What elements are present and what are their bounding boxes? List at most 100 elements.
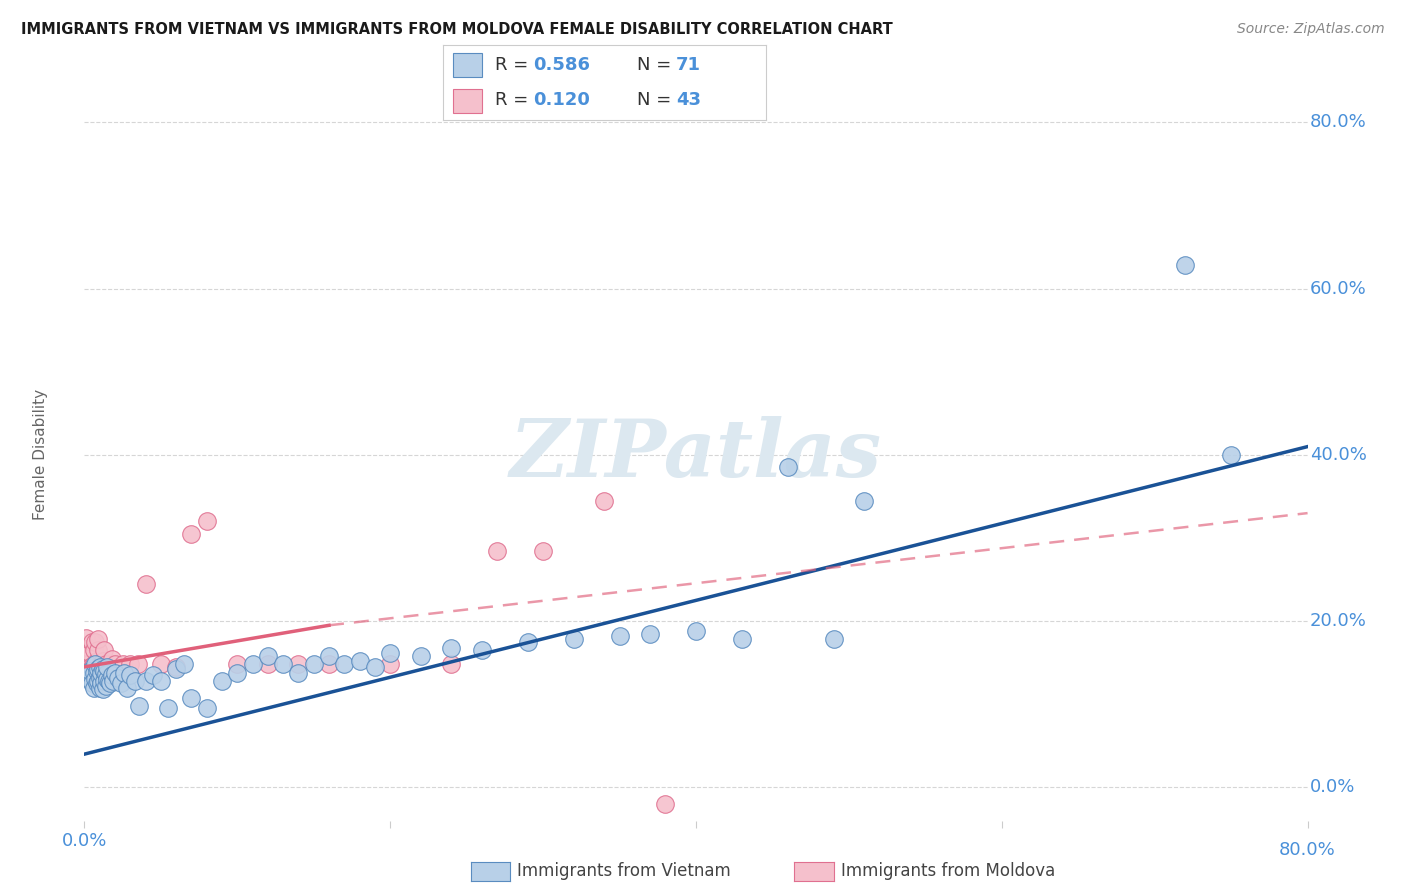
Point — [89, 665, 111, 680]
Point — [149, 657, 172, 672]
Point — [135, 673, 157, 688]
Point — [180, 527, 202, 541]
Point — [157, 701, 180, 715]
Point — [302, 657, 325, 672]
Point — [180, 690, 202, 705]
Point — [84, 657, 107, 672]
Y-axis label: Female Disability: Female Disability — [32, 389, 48, 521]
Point — [562, 632, 585, 647]
Text: 71: 71 — [676, 56, 700, 74]
Point — [195, 515, 218, 529]
Point — [87, 673, 110, 688]
Point — [76, 660, 98, 674]
Text: Source: ZipAtlas.com: Source: ZipAtlas.com — [1237, 22, 1385, 37]
Point — [776, 460, 799, 475]
Point — [531, 543, 554, 558]
Point — [89, 671, 111, 685]
Point — [97, 673, 120, 688]
Point — [87, 632, 110, 647]
Point — [103, 673, 125, 688]
Point — [91, 662, 114, 676]
Point — [90, 665, 112, 680]
Point — [142, 668, 165, 682]
Point — [87, 662, 110, 676]
Point — [593, 493, 616, 508]
Point — [80, 660, 103, 674]
Point — [135, 576, 157, 591]
Point — [90, 676, 112, 690]
Text: 40.0%: 40.0% — [1310, 446, 1367, 464]
Point — [91, 682, 114, 697]
Point — [83, 643, 105, 657]
Point — [124, 673, 146, 688]
Point — [94, 667, 117, 681]
Text: 0.120: 0.120 — [533, 91, 591, 109]
Text: R =: R = — [495, 56, 534, 74]
Point — [149, 673, 172, 688]
Point — [94, 679, 117, 693]
Point — [93, 643, 115, 657]
Point — [318, 657, 340, 672]
Point — [226, 657, 249, 672]
Point — [271, 657, 294, 672]
Point — [609, 629, 631, 643]
Point — [93, 673, 115, 688]
Text: 0.0%: 0.0% — [1310, 779, 1355, 797]
Point — [76, 668, 98, 682]
Point — [226, 665, 249, 680]
Point — [333, 657, 356, 672]
Point — [731, 632, 754, 647]
Text: 0.586: 0.586 — [533, 56, 591, 74]
Point — [98, 676, 121, 690]
Text: 60.0%: 60.0% — [1310, 280, 1367, 298]
Point — [115, 681, 138, 695]
Point — [1174, 259, 1197, 273]
Point — [107, 671, 129, 685]
Point — [111, 657, 134, 672]
FancyBboxPatch shape — [453, 53, 482, 78]
Point — [516, 635, 538, 649]
Point — [96, 673, 118, 687]
Point — [83, 657, 105, 672]
Point — [1220, 448, 1243, 462]
Point — [104, 665, 127, 680]
Point — [823, 632, 845, 647]
Point — [173, 657, 195, 672]
Point — [127, 657, 149, 672]
Point — [120, 657, 142, 672]
Point — [83, 681, 105, 695]
Point — [128, 698, 150, 713]
Point — [440, 640, 463, 655]
Point — [87, 643, 110, 657]
Text: N =: N = — [637, 56, 676, 74]
Point — [93, 664, 115, 678]
Point — [89, 660, 111, 674]
Text: N =: N = — [637, 91, 676, 109]
Point — [80, 635, 103, 649]
Point — [96, 660, 118, 674]
Text: 43: 43 — [676, 91, 700, 109]
Point — [104, 657, 127, 672]
Point — [318, 649, 340, 664]
Point — [471, 643, 494, 657]
Point — [86, 664, 108, 678]
Point — [853, 493, 876, 508]
Point — [120, 668, 142, 682]
Point — [101, 651, 124, 665]
Point — [80, 676, 103, 690]
Point — [94, 657, 117, 672]
Point — [101, 668, 124, 682]
Point — [287, 657, 309, 672]
Point — [86, 654, 108, 668]
Point — [77, 673, 100, 687]
Point — [79, 646, 101, 660]
Point — [77, 640, 100, 655]
Point — [77, 657, 100, 672]
Point — [84, 665, 107, 680]
Point — [97, 660, 120, 674]
Point — [89, 681, 111, 695]
Point — [91, 654, 114, 668]
Point — [165, 660, 187, 674]
Point — [79, 664, 101, 678]
Point — [257, 649, 280, 664]
